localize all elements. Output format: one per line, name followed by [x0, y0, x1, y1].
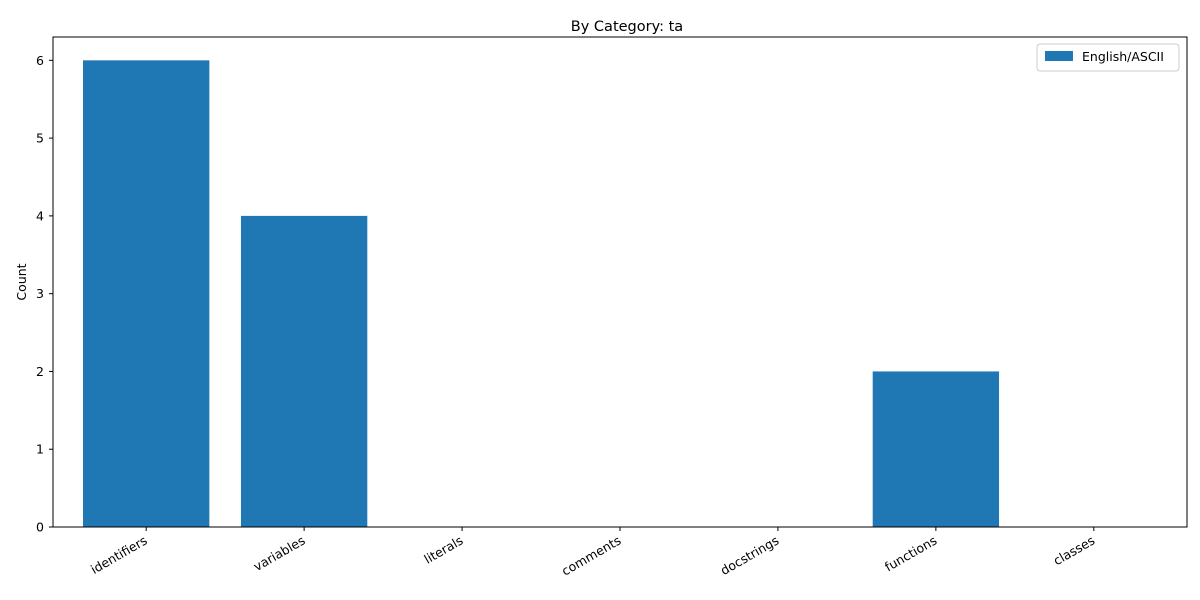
bar-functions	[872, 371, 1000, 527]
y-tick-label: 3	[36, 286, 44, 301]
y-tick-label: 0	[36, 520, 44, 535]
y-ticks-group: 0 1 2 3 4 5 6	[36, 53, 53, 535]
y-axis-label: Count	[14, 263, 29, 300]
bar-variables	[240, 215, 368, 527]
legend: English/ASCII	[1036, 43, 1180, 72]
y-tick-label: 5	[36, 131, 44, 146]
chart-title: By Category: ta	[571, 19, 683, 35]
y-tick-label: 6	[36, 53, 44, 68]
plot-frame	[52, 36, 1188, 528]
bars-group	[83, 60, 1000, 527]
y-tick-label: 2	[36, 364, 44, 379]
legend-box	[1036, 43, 1180, 72]
legend-swatch	[1045, 51, 1073, 61]
legend-label: English/ASCII	[1082, 49, 1164, 64]
y-tick-label: 4	[36, 208, 44, 223]
bar-identifiers	[83, 60, 210, 527]
y-tick-label: 1	[36, 442, 44, 457]
